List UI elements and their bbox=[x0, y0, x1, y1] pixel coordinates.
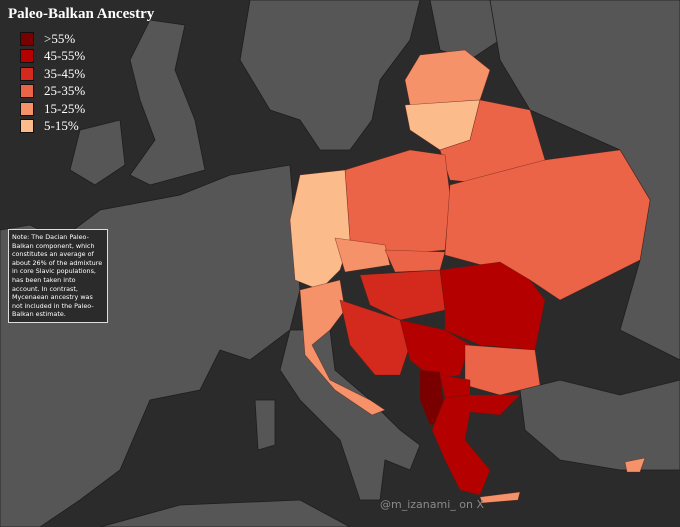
legend-item: 15-25% bbox=[20, 100, 85, 118]
czechia bbox=[334, 237, 391, 273]
legend-label: 25-35% bbox=[44, 83, 86, 99]
uk bbox=[129, 19, 206, 186]
anatolia bbox=[519, 379, 680, 471]
legend-item: >55% bbox=[20, 30, 85, 48]
scandinavia bbox=[239, 0, 421, 151]
legend-item: 25-35% bbox=[20, 83, 85, 101]
italy bbox=[279, 329, 421, 501]
germany bbox=[289, 169, 351, 291]
legend-label: 15-25% bbox=[44, 100, 86, 116]
legend-label: 45-55% bbox=[44, 48, 86, 64]
legend-label: 5-15% bbox=[44, 118, 79, 134]
legend-item: 45-55% bbox=[20, 48, 85, 66]
finland bbox=[429, 0, 501, 61]
legend: >55% 45-55% 35-45% 25-35% 15-25% 5-15% bbox=[20, 30, 85, 135]
slovakia bbox=[384, 249, 446, 273]
bulgaria bbox=[464, 344, 541, 396]
legend-swatch bbox=[20, 31, 34, 46]
title: Paleo-Balkan Ancestry bbox=[8, 6, 155, 22]
cyprus bbox=[624, 457, 646, 473]
latvia-estonia bbox=[404, 49, 491, 106]
legend-swatch bbox=[20, 119, 34, 134]
legend-label: >55% bbox=[44, 30, 76, 46]
legend-item: 35-45% bbox=[20, 65, 85, 83]
ireland bbox=[69, 119, 126, 186]
west-europe bbox=[0, 164, 301, 527]
legend-swatch bbox=[20, 84, 34, 99]
watermark: @m_izanami_ on X bbox=[380, 498, 485, 511]
sardinia bbox=[254, 399, 276, 451]
legend-swatch bbox=[20, 66, 34, 81]
hungary bbox=[359, 269, 446, 321]
poland bbox=[344, 149, 451, 256]
greece bbox=[431, 394, 521, 496]
legend-swatch bbox=[20, 49, 34, 64]
legend-label: 35-45% bbox=[44, 65, 86, 81]
crete bbox=[479, 491, 521, 504]
north-africa bbox=[99, 499, 351, 527]
legend-swatch bbox=[20, 101, 34, 116]
legend-item: 5-15% bbox=[20, 118, 85, 136]
serbia bbox=[399, 319, 471, 381]
note: Note: The Dacian Paleo-Balkan component,… bbox=[8, 229, 108, 323]
